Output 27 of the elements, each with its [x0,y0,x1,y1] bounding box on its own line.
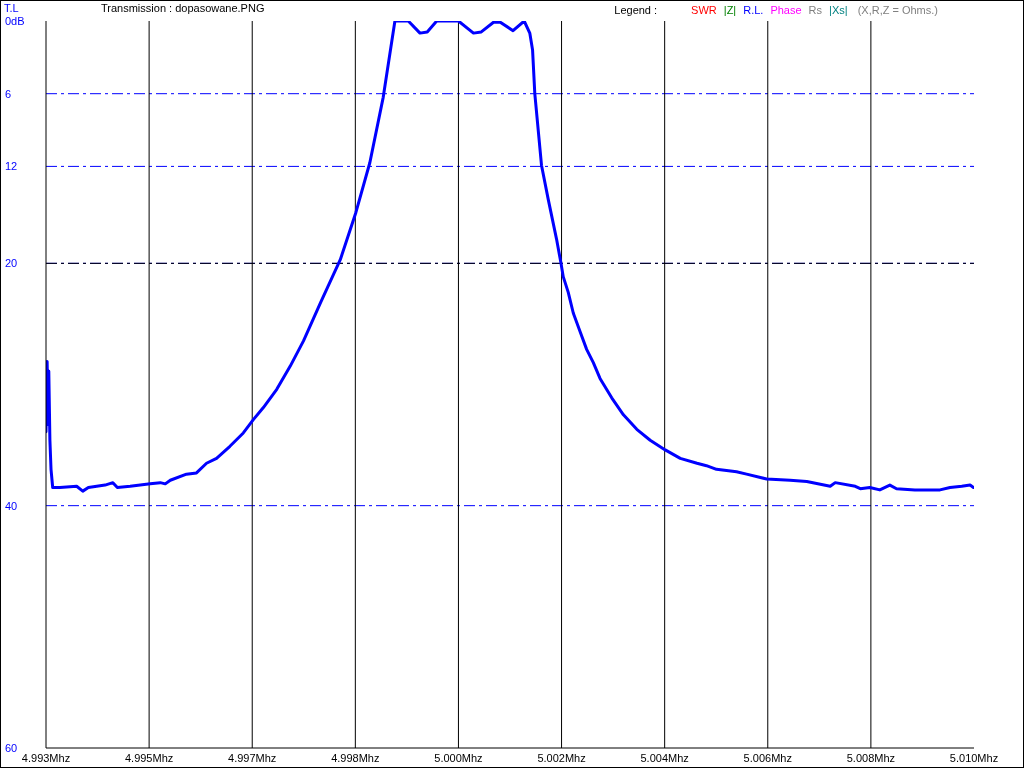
y-tick-label: 40 [5,499,18,512]
x-tick-label: 4.998Mhz [331,752,380,764]
x-tick-label: 5.002Mhz [537,752,586,764]
x-tick-label: 5.008Mhz [846,752,896,764]
legend-label: Rs [808,4,823,16]
x-tick-label: 5.004Mhz [640,752,689,764]
x-tick-label: 5.000Mhz [434,752,483,764]
legend-label: Phase [770,4,802,16]
y-tick-label: 20 [5,257,18,270]
x-tick-label: 4.993Mhz [21,752,71,764]
y-tick-label: 12 [5,160,18,173]
text: (X,R,Z = Ohms.) [857,4,938,16]
y-tick-label: 0dB [5,15,25,27]
x-tick-label: 5.006Mhz [743,752,792,764]
y-tick-label: 6 [5,87,12,100]
legend-label: |Z| [723,4,737,16]
y-axis-title: T.L [4,2,19,14]
chart-title: Transmission : dopasowane.PNG [101,2,265,14]
x-tick-label: 4.995Mhz [124,752,174,764]
legend-label: SWR [691,4,717,16]
x-tick-label: 5.010Mhz [949,752,999,764]
line-series [46,21,974,493]
legend-title: Legend : [614,4,658,16]
y-tick-label: 60 [5,742,18,754]
legend-label: |Xs| [829,4,848,16]
x-tick-label: 4.997Mhz [228,752,277,764]
legend-label: R.L. [743,4,764,16]
